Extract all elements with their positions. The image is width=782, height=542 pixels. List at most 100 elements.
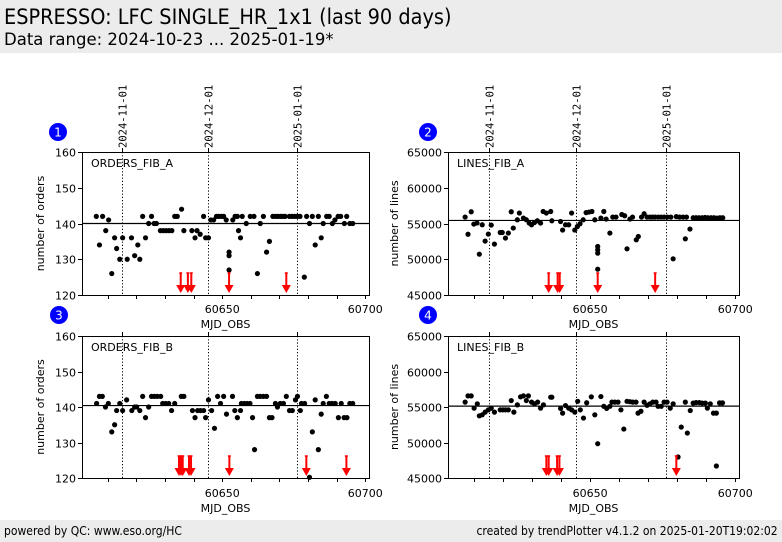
- below-range-arrow: [544, 455, 554, 476]
- data-point: [572, 409, 578, 415]
- data-point: [301, 274, 307, 280]
- data-point: [511, 409, 517, 415]
- data-point: [572, 227, 578, 233]
- badge-number: 4: [424, 309, 432, 323]
- data-point: [543, 210, 549, 216]
- data-point: [633, 399, 639, 405]
- data-point: [117, 400, 123, 407]
- data-point: [102, 404, 109, 410]
- data-point: [201, 213, 207, 219]
- data-point: [687, 226, 693, 232]
- data-point: [687, 407, 693, 414]
- data-point: [146, 220, 152, 227]
- y-tick-label: 160: [55, 331, 76, 344]
- y-tick-label: 45000: [407, 290, 442, 303]
- x-tick-label: 60650: [205, 487, 240, 500]
- data-point: [589, 208, 595, 215]
- data-point: [335, 415, 341, 421]
- data-point: [140, 213, 146, 219]
- x-axis-label: MJD_OBS: [201, 502, 251, 515]
- data-point: [560, 227, 566, 233]
- y-tick-label: 65000: [407, 331, 442, 344]
- y-tick-label: 65000: [407, 147, 442, 160]
- data-point: [243, 220, 249, 227]
- data-point: [282, 213, 288, 219]
- data-point: [112, 235, 118, 241]
- date-label: 2024-11-01: [485, 85, 497, 148]
- below-range-arrow: [554, 455, 564, 476]
- y-tick-label: 150: [55, 367, 76, 380]
- data-point: [341, 220, 347, 227]
- below-range-arrow: [671, 455, 681, 476]
- data-point: [592, 217, 598, 223]
- data-point: [320, 220, 326, 227]
- date-label: 2024-12-01: [572, 85, 584, 148]
- data-point: [320, 400, 326, 407]
- page-footer: powered by QC: www.eso.org/HC created by…: [0, 520, 782, 542]
- data-point: [332, 217, 338, 223]
- data-point: [332, 400, 338, 407]
- data-point: [549, 394, 555, 400]
- data-point: [192, 235, 198, 241]
- data-point: [704, 405, 710, 411]
- y-tick-label: 50000: [407, 438, 442, 451]
- arrow-head: [301, 468, 311, 476]
- data-point: [682, 236, 688, 242]
- data-point: [209, 407, 215, 414]
- data-point: [508, 209, 514, 215]
- data-point: [114, 245, 120, 252]
- data-point: [557, 405, 564, 412]
- page-title: ESPRESSO: LFC SINGLE_HR_1x1 (last 90 day…: [4, 5, 452, 29]
- data-point: [249, 415, 256, 421]
- data-point: [622, 213, 628, 219]
- data-point: [120, 407, 126, 414]
- data-point: [580, 415, 587, 421]
- below-range-arrow: [186, 272, 196, 293]
- data-point: [471, 405, 477, 411]
- plot-frame: [82, 152, 370, 296]
- data-point: [488, 405, 494, 411]
- y-tick-label: 60000: [407, 183, 442, 196]
- data-point: [615, 399, 621, 405]
- below-range-arrow: [301, 455, 311, 476]
- below-range-arrow: [650, 272, 660, 293]
- panel-title: ORDERS_FIB_A: [91, 157, 173, 170]
- data-point: [684, 430, 690, 436]
- data-point: [338, 213, 344, 219]
- data-point: [548, 208, 554, 215]
- data-point: [468, 209, 474, 215]
- y-tick-label: 50000: [407, 254, 442, 267]
- data-point: [263, 393, 270, 399]
- data-point: [488, 222, 494, 228]
- data-point: [274, 404, 281, 410]
- data-point: [670, 401, 676, 407]
- data-point: [318, 411, 324, 417]
- data-point: [181, 393, 187, 399]
- data-point: [205, 235, 212, 241]
- data-point: [613, 214, 619, 220]
- data-point: [315, 447, 321, 453]
- data-point: [114, 407, 120, 414]
- data-point: [174, 213, 180, 219]
- chart-panel-1: 1 2024-11-01 2024-12-01 2025-01-01 120 130 140…: [34, 85, 383, 331]
- data-point: [510, 225, 516, 231]
- data-point: [283, 393, 289, 399]
- x-tick-label: 60650: [205, 303, 240, 316]
- page-header: ESPRESSO: LFC SINGLE_HR_1x1 (last 90 day…: [0, 0, 782, 53]
- date-label: 2024-12-01: [204, 85, 216, 148]
- x-tick-label: 60700: [348, 303, 383, 316]
- y-tick-label: 60000: [407, 367, 442, 380]
- data-point: [137, 256, 143, 262]
- data-point: [309, 429, 315, 435]
- data-point: [323, 393, 329, 399]
- arrow-head: [650, 285, 660, 293]
- data-point: [575, 398, 581, 404]
- badge-number: 1: [54, 126, 62, 140]
- data-point: [713, 410, 719, 416]
- below-range-arrow: [555, 272, 565, 293]
- badge-number: 3: [55, 309, 63, 323]
- data-point: [588, 394, 594, 400]
- data-point: [584, 400, 590, 406]
- below-range-arrow: [224, 455, 234, 476]
